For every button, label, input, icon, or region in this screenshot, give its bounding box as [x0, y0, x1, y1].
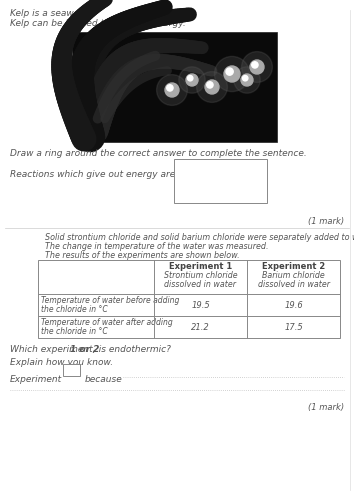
Text: dissolved in water: dissolved in water [257, 280, 330, 289]
Circle shape [167, 84, 173, 91]
Text: Solid strontium chloride and solid barium chloride were separately added to wate: Solid strontium chloride and solid bariu… [45, 233, 354, 242]
Circle shape [250, 60, 264, 74]
Text: Barium chloride: Barium chloride [262, 271, 325, 280]
Text: 19.6: 19.6 [284, 301, 303, 310]
Text: Experiment 2: Experiment 2 [262, 262, 325, 271]
Text: reversible.: reversible. [180, 192, 222, 201]
Text: (1 mark): (1 mark) [308, 403, 344, 412]
Text: The change in temperature of the water was measured.: The change in temperature of the water w… [45, 242, 268, 251]
Text: Strontium chloride: Strontium chloride [164, 271, 237, 280]
Text: Kelp can be burned to give out energy.: Kelp can be burned to give out energy. [10, 19, 186, 28]
Circle shape [186, 74, 198, 86]
Circle shape [241, 52, 272, 82]
Text: Reactions which give out energy are: Reactions which give out energy are [10, 170, 175, 179]
Bar [63, 364, 80, 376]
Circle shape [179, 67, 205, 93]
Circle shape [207, 82, 213, 88]
Text: 19.5: 19.5 [191, 301, 210, 310]
Circle shape [188, 76, 193, 81]
Circle shape [224, 66, 240, 82]
Circle shape [241, 74, 253, 86]
Text: Kelp is a seaweed.: Kelp is a seaweed. [10, 9, 93, 18]
Text: 21.2: 21.2 [191, 323, 210, 332]
Circle shape [215, 56, 250, 92]
Text: 1 or 2: 1 or 2 [70, 345, 100, 354]
Text: , is endothermic?: , is endothermic? [93, 345, 171, 354]
Circle shape [205, 80, 219, 94]
Circle shape [165, 83, 179, 97]
Text: the chloride in °C: the chloride in °C [41, 327, 108, 336]
Bar [38, 260, 340, 338]
Text: Experiment 1: Experiment 1 [169, 262, 232, 271]
Bar [174, 159, 267, 203]
Circle shape [234, 67, 260, 93]
Text: exothermic,: exothermic, [180, 178, 228, 187]
Circle shape [242, 76, 248, 81]
Bar [72, 32, 277, 142]
Text: endothermic,: endothermic, [180, 164, 233, 173]
Text: dissolved in water: dissolved in water [165, 280, 236, 289]
Circle shape [196, 72, 227, 102]
Text: Experiment: Experiment [10, 375, 62, 384]
Text: 17.5: 17.5 [284, 323, 303, 332]
Text: Which experiment,: Which experiment, [10, 345, 98, 354]
Text: Explain how you know.: Explain how you know. [10, 358, 113, 367]
Circle shape [252, 62, 258, 68]
Circle shape [226, 68, 233, 75]
Circle shape [156, 74, 187, 106]
Text: Temperature of water after adding: Temperature of water after adding [41, 318, 173, 327]
Text: because: because [85, 375, 123, 384]
Text: The results of the experiments are shown below.: The results of the experiments are shown… [45, 251, 240, 260]
Text: Temperature of water before adding: Temperature of water before adding [41, 296, 179, 305]
Text: Draw a ring around the correct answer to complete the sentence.: Draw a ring around the correct answer to… [10, 149, 307, 158]
Text: (1 mark): (1 mark) [308, 217, 344, 226]
Text: the chloride in °C: the chloride in °C [41, 305, 108, 314]
